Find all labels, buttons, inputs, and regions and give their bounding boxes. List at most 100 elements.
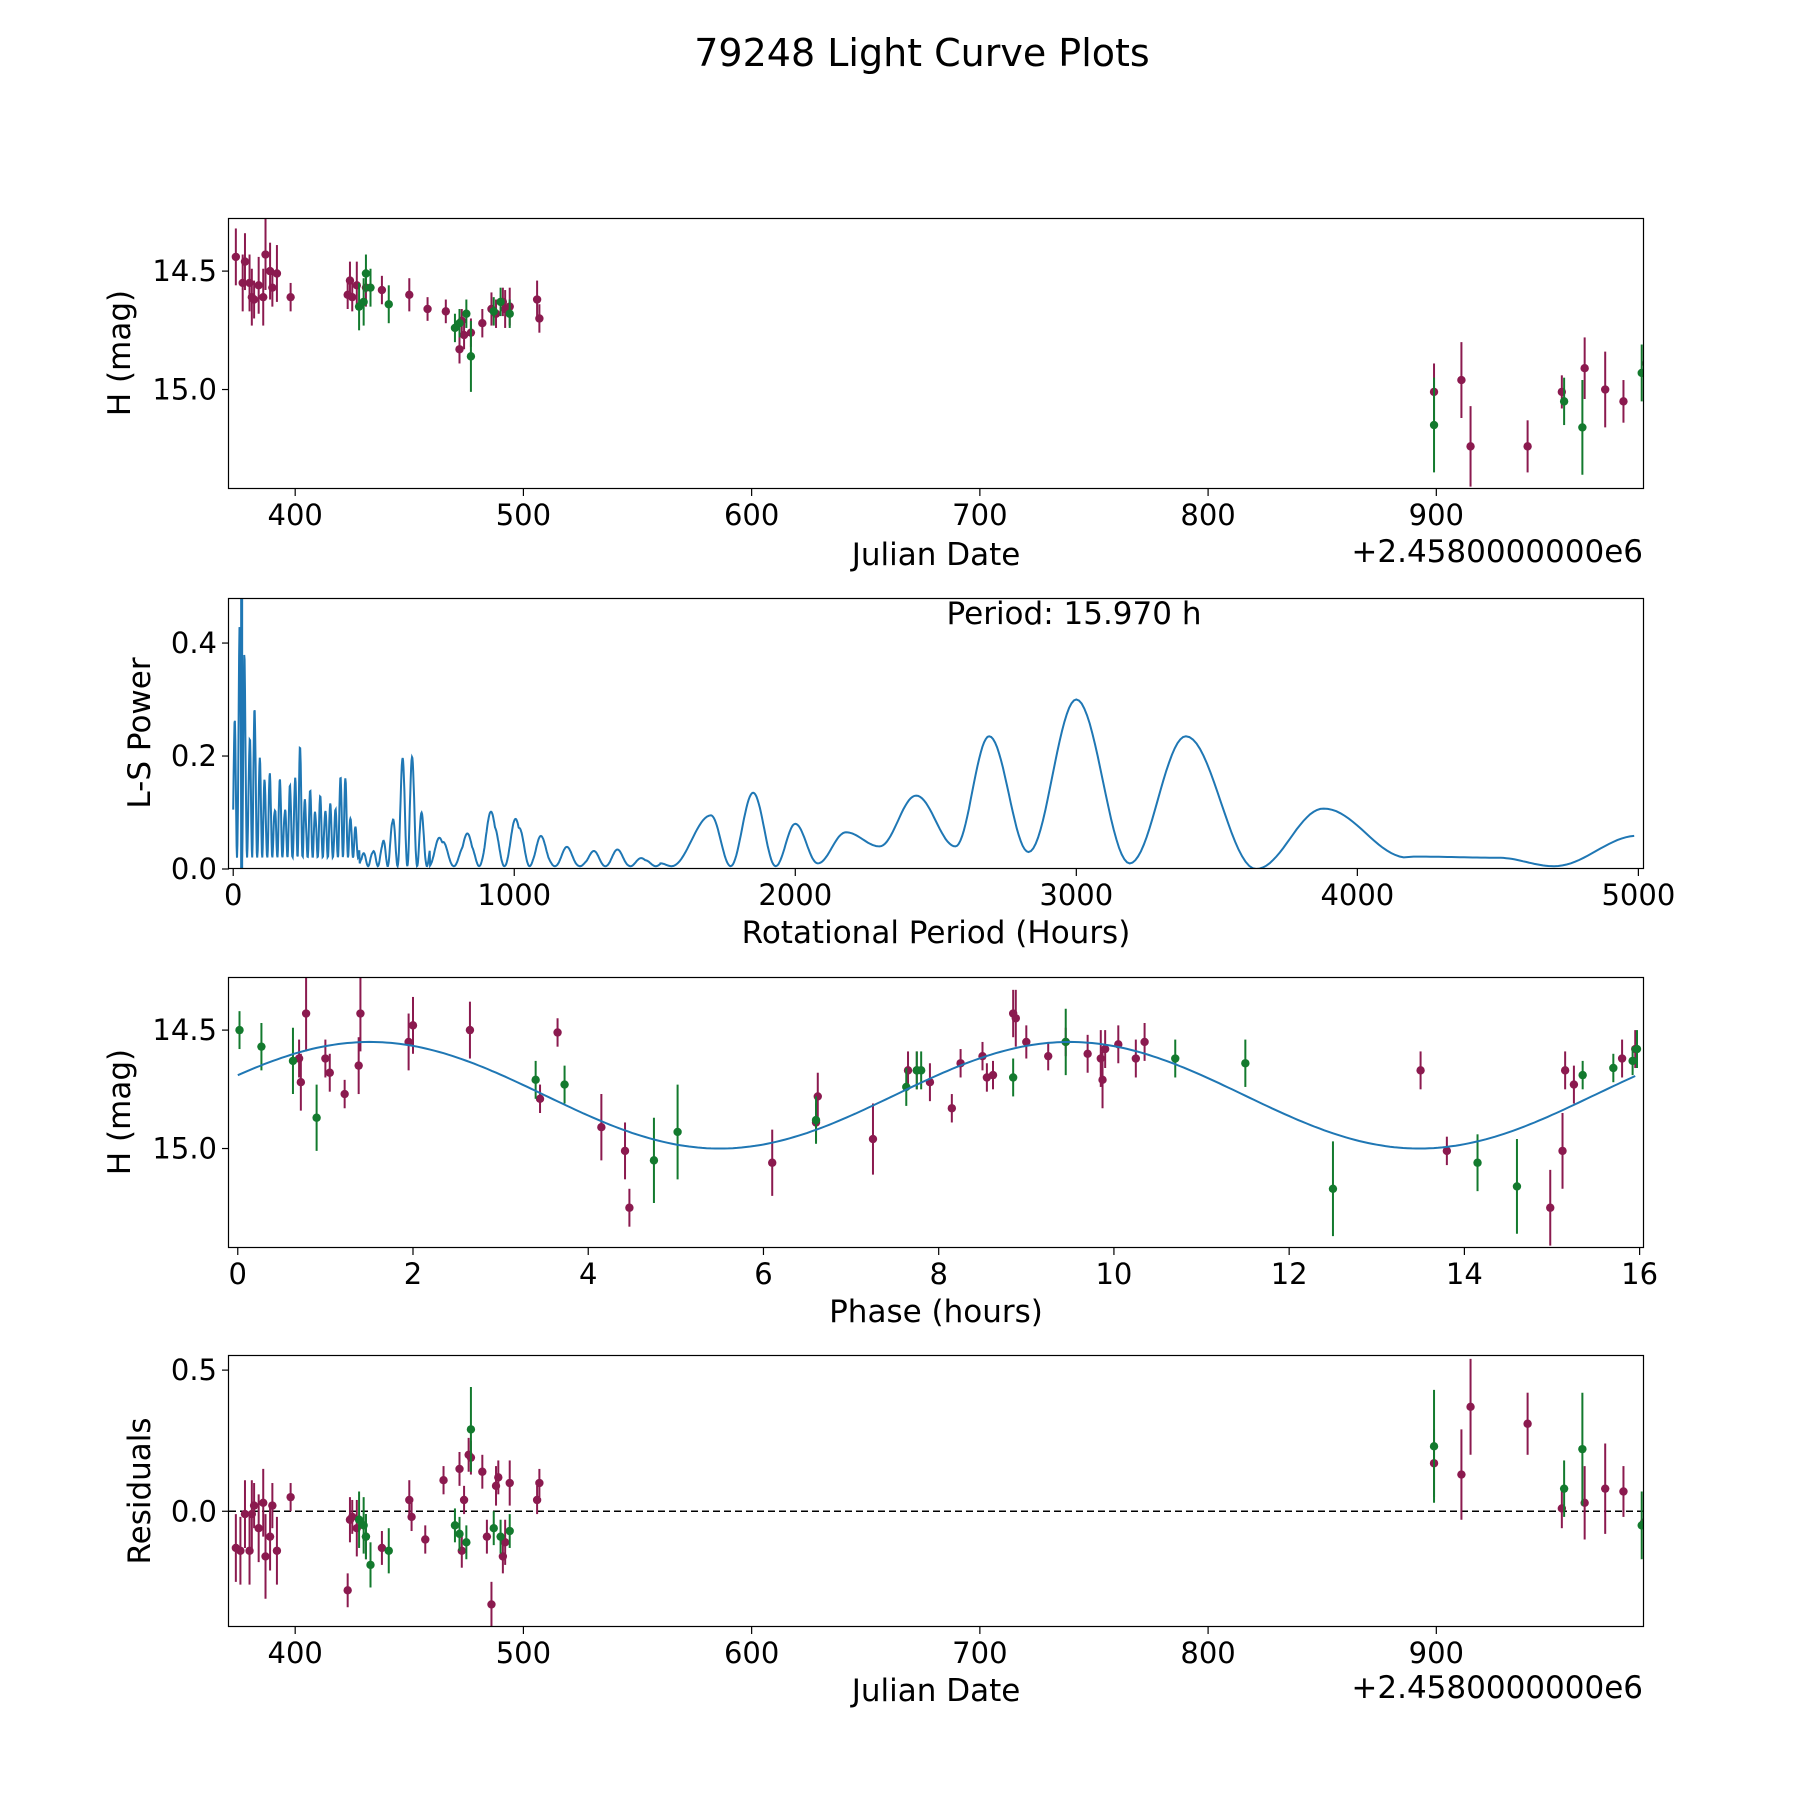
maroon-point [272,1546,282,1555]
periodogram-ticks: 0 1000 2000 3000 4000 5000 0.0 0.2 0.4 [171,626,1675,912]
green-point [359,297,368,307]
maroon-point [482,1532,492,1541]
maroon-point [345,276,355,285]
phase-xtick-label: 12 [1271,1257,1308,1291]
maroon-point [254,1523,263,1533]
maroon-point [296,1078,306,1087]
phase-ticks: 0 2 4 6 8 10 12 14 16 15.0 14.5 [152,1013,1658,1291]
green-point [361,269,371,278]
maroon-point [405,1495,414,1505]
maroon-point [1558,1146,1567,1156]
maroon-point [1523,442,1532,451]
green-point [531,1075,540,1085]
residuals-xtick-label: 800 [1180,1636,1235,1670]
maroon-point [356,1009,365,1018]
maroon-point [1022,1037,1031,1047]
green-point [1429,1442,1439,1451]
maroon-point [268,1501,277,1510]
maroon-point [553,1028,562,1037]
green-point [384,300,393,309]
maroon-point [340,1089,349,1099]
maroon-point [441,307,451,316]
phase-xtick-label: 10 [1095,1257,1132,1291]
maroon-point [459,1495,469,1505]
green-point [462,309,471,318]
phase-axes: 0 2 4 6 8 10 12 14 16 15.0 14.5 Phase (hours) H (m… [102,976,1658,1330]
maroon-point [1619,397,1628,406]
maroon-point [1457,1470,1466,1479]
maroon-point [1457,375,1466,385]
phase-ylabel: H (mag) [102,1049,138,1175]
maroon-point [1100,1044,1110,1054]
lightcurve-ticks: 400 500 600 700 800 900 15.0 14.5 [152,254,1464,532]
phase-xtick-label: 14 [1446,1257,1483,1291]
lightcurve-xtick-label: 600 [724,498,779,532]
green-point [916,1066,926,1075]
maroon-point [407,1512,416,1522]
maroon-point [240,257,250,266]
maroon-point [620,1146,630,1156]
maroon-point [254,281,263,290]
green-point [649,1156,659,1165]
maroon-point [813,1092,822,1101]
maroon-point [231,252,241,262]
maroon-point [1011,1014,1020,1023]
residuals-xtick-label: 400 [268,1636,323,1670]
maroon-point [1619,1487,1628,1496]
green-point [673,1127,682,1137]
residuals-xtick-label: 600 [724,1636,779,1670]
phase-xtick-label: 0 [229,1257,247,1291]
maroon-point [268,283,277,292]
residuals-frame [227,1354,1645,1628]
residuals-xtick-label: 700 [952,1636,1007,1670]
maroon-point [261,250,270,259]
maroon-point [1546,1203,1555,1212]
maroon-point [1131,1054,1141,1063]
maroon-point [259,1498,268,1507]
phase-frame [227,976,1645,1249]
phase-ytick-label: 14.5 [152,1013,217,1047]
lightcurve-plot-area [231,219,1644,487]
periodogram-xtick-label: 5000 [1601,878,1675,912]
green-point [1008,1073,1018,1082]
maroon-point [1617,1054,1627,1063]
periodogram-axes: 0 1000 2000 3000 4000 5000 0.0 0.2 0.4 Period: 1… [122,596,1675,951]
maroon-point [947,1104,957,1113]
maroon-point [325,1068,334,1077]
maroon-point [465,1025,475,1035]
green-point [489,307,498,316]
maroon-point [405,290,414,299]
green-point [366,1560,375,1570]
maroon-point [1044,1051,1053,1061]
periodogram-ytick-label: 0.2 [171,739,217,773]
maroon-point [455,345,464,354]
maroon-point [597,1123,606,1132]
green-point [466,1425,476,1434]
periodogram-xtick-label: 4000 [1320,878,1394,912]
maroon-point [625,1203,634,1212]
periodogram-xtick-label: 1000 [477,878,551,912]
green-point [496,1532,505,1541]
lightcurve-xtick-label: 900 [1409,498,1464,532]
maroon-point [1523,1419,1532,1428]
green-point [361,1532,371,1541]
maroon-point [1096,1054,1105,1063]
residuals-ylabel: Residuals [122,1417,158,1564]
phase-xtick-label: 4 [579,1257,597,1291]
maroon-point [348,292,357,302]
lightcurve-offset-label: +2.4580000000e6 [1351,534,1643,570]
green-point [1559,397,1569,406]
periodogram-xtick-label: 2000 [758,878,832,912]
maroon-point [236,1546,245,1555]
maroon-point [500,1538,510,1547]
green-point [505,309,514,318]
green-point [1328,1184,1338,1193]
maroon-point [1580,364,1589,373]
maroon-point [1098,1075,1107,1085]
green-point [1241,1059,1250,1068]
maroon-point [1083,1049,1092,1058]
phase-plot-area [235,978,1642,1246]
maroon-point [377,285,387,295]
